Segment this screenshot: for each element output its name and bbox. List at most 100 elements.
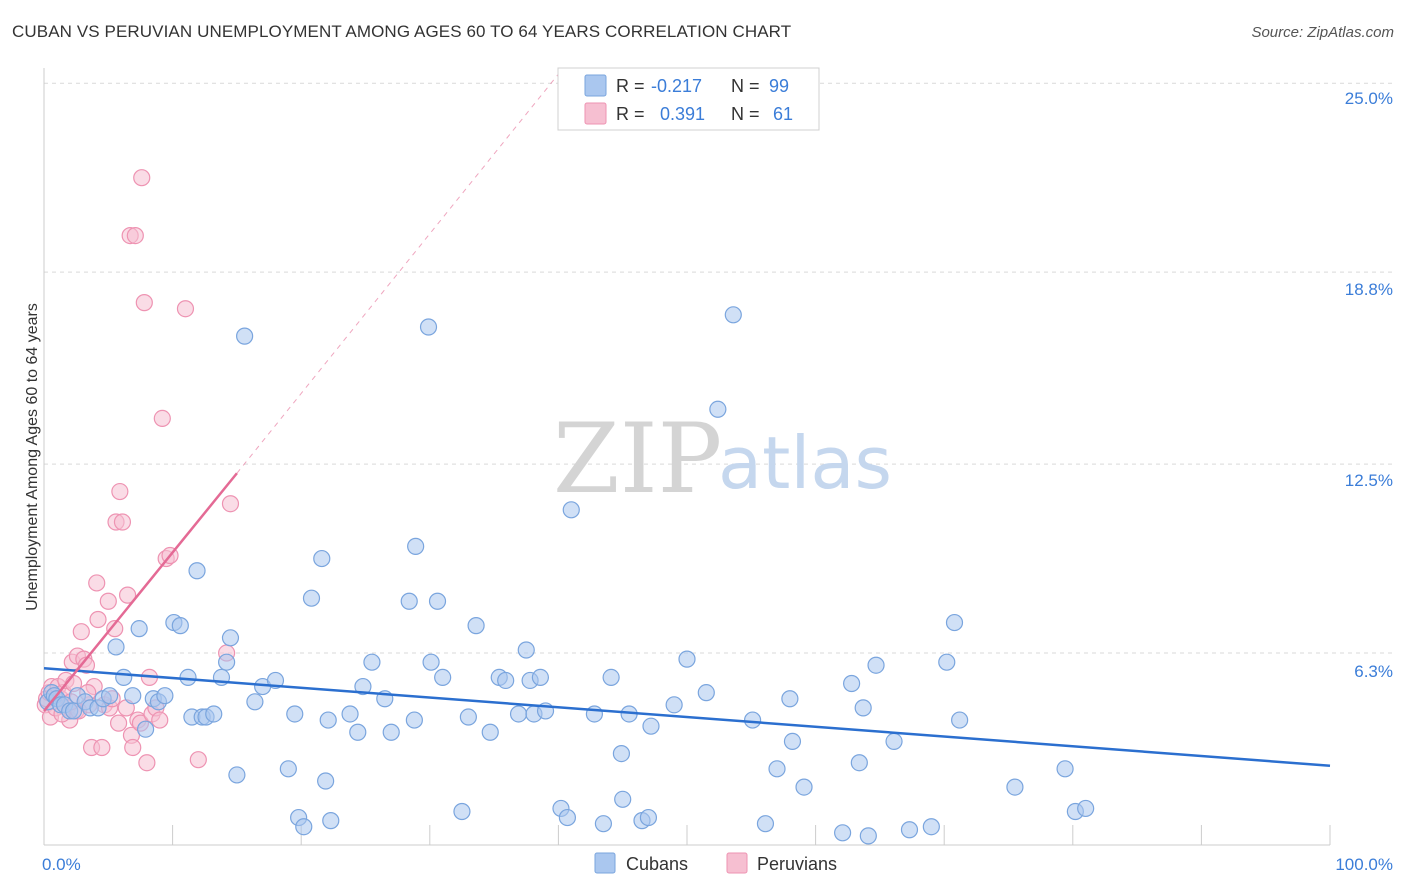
cuban-point xyxy=(854,699,872,717)
cuban-point xyxy=(1077,799,1095,818)
cuban-point xyxy=(434,668,452,687)
peruvian-point xyxy=(88,574,106,592)
legend-r-label: R = xyxy=(616,76,645,96)
cuban-point xyxy=(594,815,613,833)
peruvian-point xyxy=(93,738,111,757)
cuban-point xyxy=(218,653,236,671)
peruvian-point xyxy=(133,169,151,187)
cuban-point xyxy=(302,589,321,607)
cuban-point xyxy=(322,812,340,830)
cuban-point xyxy=(743,711,762,729)
chart-title: CUBAN VS PERUVIAN UNEMPLOYMENT AMONG AGE… xyxy=(12,22,792,41)
cuban-point xyxy=(319,711,337,729)
cuban-point xyxy=(612,744,631,763)
peruvian-point xyxy=(189,751,207,769)
peruvian-point xyxy=(111,482,129,501)
x-tick-label-max: 100.0% xyxy=(1335,855,1393,874)
cuban-point xyxy=(558,808,577,827)
peruvian-point xyxy=(135,294,153,312)
cuban-point xyxy=(405,711,423,729)
cuban-point xyxy=(100,687,119,705)
series-legend: Cubans Peruvians xyxy=(594,852,837,874)
source-label: Source: ZipAtlas.com xyxy=(1251,24,1394,41)
cuban-point xyxy=(481,723,499,741)
cuban-point xyxy=(156,687,174,705)
cuban-point xyxy=(602,668,620,687)
peruvians-trend-line xyxy=(43,472,238,712)
y-tick-label: 12.5% xyxy=(1345,471,1393,490)
peruvian-point xyxy=(113,513,132,531)
cuban-point xyxy=(459,708,477,726)
cuban-point xyxy=(136,720,155,738)
cuban-point xyxy=(509,705,528,723)
cuban-point xyxy=(236,327,254,345)
x-tick-marks xyxy=(172,825,1331,845)
legend-label-peruvians: Peruvians xyxy=(757,854,837,874)
cuban-point xyxy=(850,754,868,772)
cuban-point xyxy=(709,400,727,418)
peruvian-point xyxy=(124,738,142,757)
cuban-point xyxy=(781,690,799,708)
cuban-point xyxy=(407,537,425,555)
cuban-point xyxy=(171,617,189,635)
correlation-legend: R = -0.217 N = 99 R = 0.391 N = 61 xyxy=(557,67,820,131)
cuban-point xyxy=(349,723,367,741)
cuban-point xyxy=(945,613,964,632)
cuban-point xyxy=(422,653,440,671)
cuban-point xyxy=(313,549,331,568)
cuban-point xyxy=(562,501,580,519)
cuban-point xyxy=(221,629,240,647)
cuban-point xyxy=(834,824,852,842)
cuban-point xyxy=(341,705,359,723)
cuban-point xyxy=(678,650,696,668)
cuban-point xyxy=(768,760,786,778)
cuban-point xyxy=(922,818,940,836)
cuban-point xyxy=(951,711,969,729)
trend-lines xyxy=(43,73,1331,768)
y-tick-label: 18.8% xyxy=(1345,280,1393,299)
cuban-point xyxy=(130,620,148,638)
cuban-point xyxy=(354,677,372,696)
cuban-point xyxy=(246,693,264,711)
x-tick-label-min: 0.0% xyxy=(42,855,81,874)
cuban-point xyxy=(286,705,304,723)
y-tick-label: 25.0% xyxy=(1345,89,1393,108)
cuban-point xyxy=(1006,778,1024,796)
cuban-point xyxy=(453,802,471,821)
cuban-point xyxy=(756,815,775,833)
peruvian-point xyxy=(221,495,240,513)
cuban-point xyxy=(885,732,903,751)
cuban-point xyxy=(517,641,535,659)
legend-r-label: R = xyxy=(616,104,645,124)
cuban-point xyxy=(295,818,313,836)
peruvian-point xyxy=(151,711,169,729)
cuban-point xyxy=(363,653,381,671)
cuban-point xyxy=(317,772,335,790)
cuban-point xyxy=(115,668,133,687)
cubans-trend-line xyxy=(43,667,1331,768)
legend-swatch-peruvians-bottom xyxy=(726,852,748,874)
peruvians-trend-extension xyxy=(236,73,559,474)
gridlines xyxy=(44,82,1392,654)
cuban-point xyxy=(665,696,683,714)
cuban-point xyxy=(467,617,485,635)
peruvian-point xyxy=(89,610,107,629)
cuban-point xyxy=(614,790,632,808)
legend-n-label: N = xyxy=(731,104,760,124)
cuban-point xyxy=(531,668,549,687)
cuban-point xyxy=(859,827,877,845)
cuban-point xyxy=(639,808,658,827)
cuban-point xyxy=(1056,760,1074,778)
peruvian-point xyxy=(153,409,171,428)
cuban-point xyxy=(783,732,802,751)
cuban-point xyxy=(228,766,246,784)
legend-label-cubans: Cubans xyxy=(626,854,688,874)
peruvian-point xyxy=(118,586,137,604)
peruvian-point xyxy=(138,754,156,772)
cuban-point xyxy=(400,592,418,610)
cuban-point xyxy=(205,705,223,723)
legend-n-value-peruvians: 61 xyxy=(773,104,793,124)
peruvian-point xyxy=(109,714,128,732)
peruvian-point xyxy=(106,620,124,638)
